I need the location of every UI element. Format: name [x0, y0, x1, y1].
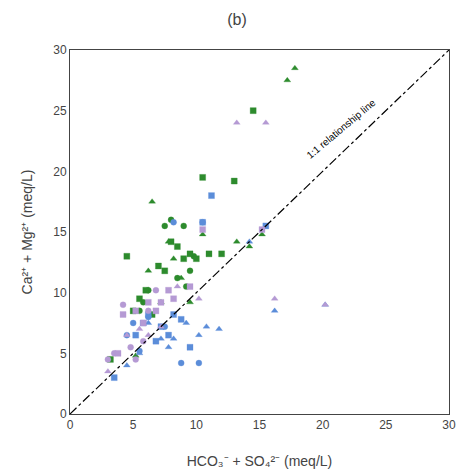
svg-text:20: 20 [53, 165, 67, 179]
svg-text:5: 5 [130, 418, 137, 432]
svg-text:10: 10 [53, 286, 67, 300]
svg-text:30: 30 [53, 43, 67, 57]
svg-text:30: 30 [442, 418, 456, 432]
svg-text:Ca²⁺ + Mg²⁺ (meq/L): Ca²⁺ + Mg²⁺ (meq/L) [19, 170, 35, 295]
svg-text:0: 0 [60, 407, 67, 421]
svg-text:25: 25 [53, 104, 67, 118]
svg-text:HCO₃⁻ + SO₄²⁻ (meq/L): HCO₃⁻ + SO₄²⁻ (meq/L) [187, 453, 333, 469]
svg-text:10: 10 [190, 418, 204, 432]
svg-text:25: 25 [379, 418, 393, 432]
svg-text:5: 5 [60, 347, 67, 361]
svg-text:1:1 relationship line: 1:1 relationship line [304, 97, 377, 161]
svg-text:(b): (b) [227, 11, 247, 28]
svg-text:20: 20 [316, 418, 330, 432]
svg-text:15: 15 [53, 225, 67, 239]
svg-text:15: 15 [253, 418, 267, 432]
svg-text:0: 0 [67, 418, 74, 432]
